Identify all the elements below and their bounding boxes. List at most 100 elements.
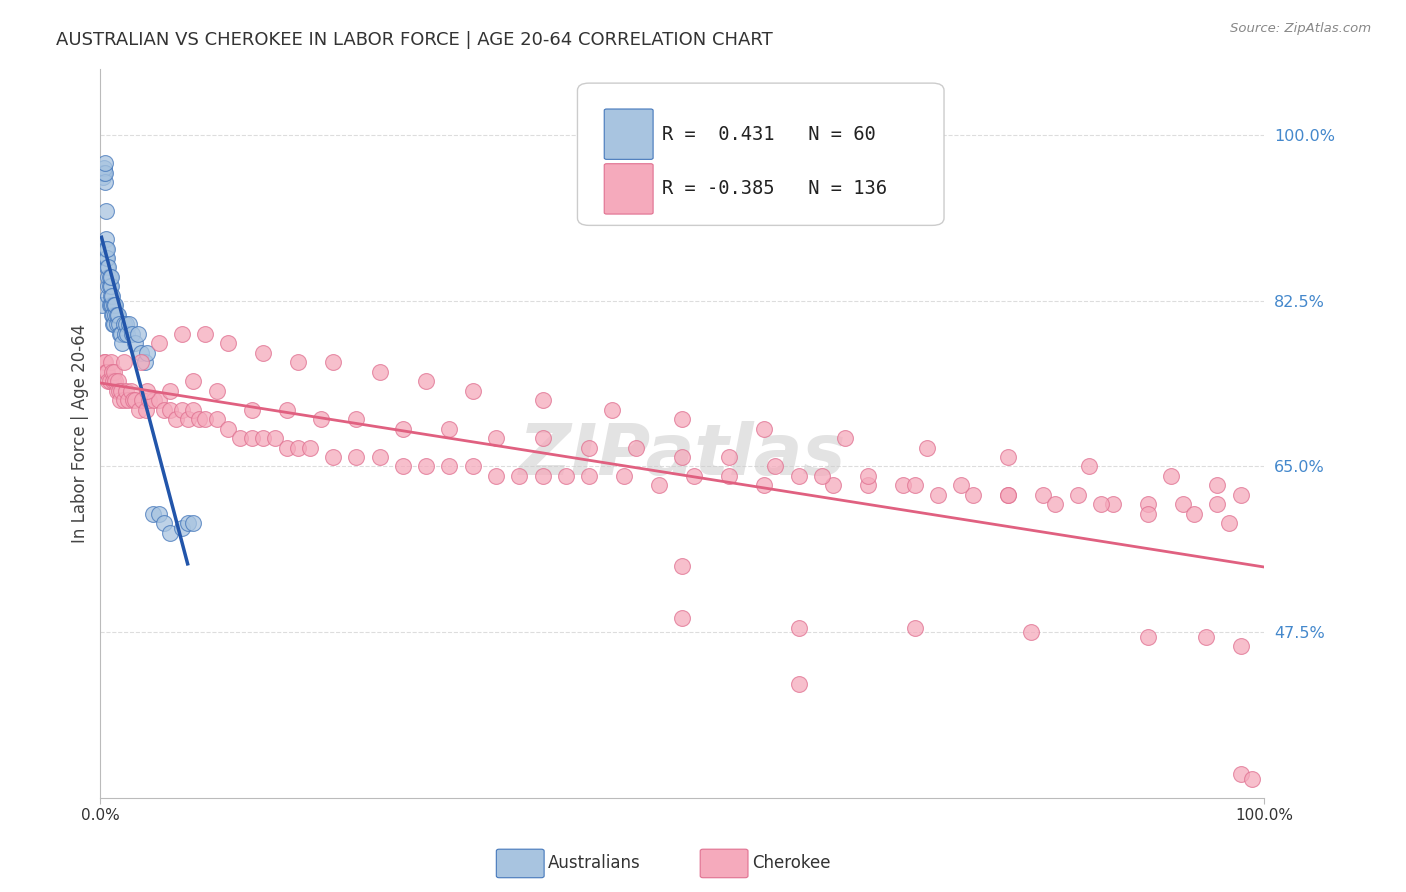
Point [1206, 497, 1229, 511]
Text: ZIPatlas: ZIPatlas [519, 421, 846, 490]
Text: Cherokee: Cherokee [752, 855, 831, 872]
Point [194, 412, 217, 426]
Point [148, 393, 170, 408]
Point [96, 203, 118, 218]
Point [811, 469, 834, 483]
Point [1032, 488, 1054, 502]
Point [117, 393, 139, 408]
Point [891, 478, 914, 492]
Point [98, 374, 121, 388]
Point [131, 393, 153, 408]
Point [94, 175, 117, 189]
Point [461, 384, 484, 398]
Y-axis label: In Labor Force | Age 20-64: In Labor Force | Age 20-64 [72, 324, 89, 543]
Point [1195, 630, 1218, 644]
FancyBboxPatch shape [578, 83, 943, 226]
Point [159, 402, 181, 417]
Point [648, 478, 671, 492]
Point [287, 355, 309, 369]
Point [205, 412, 228, 426]
Point [108, 384, 131, 398]
Point [101, 308, 124, 322]
Point [858, 478, 880, 492]
Point [205, 384, 228, 398]
Point [392, 459, 415, 474]
Point [787, 620, 810, 634]
Point [90, 298, 112, 312]
Point [1019, 625, 1042, 640]
FancyBboxPatch shape [605, 109, 654, 160]
Point [100, 355, 122, 369]
Point [531, 469, 554, 483]
Point [103, 365, 125, 379]
Point [1182, 507, 1205, 521]
Point [904, 620, 927, 634]
Point [96, 242, 118, 256]
Point [118, 318, 141, 332]
Point [111, 336, 134, 351]
Point [122, 393, 145, 408]
Point [138, 393, 160, 408]
Point [165, 412, 187, 426]
Point [94, 156, 117, 170]
Point [153, 402, 176, 417]
Text: R = -0.385   N = 136: R = -0.385 N = 136 [662, 179, 887, 198]
Point [97, 374, 120, 388]
Point [110, 384, 132, 398]
Point [107, 374, 129, 388]
Point [96, 260, 118, 275]
Point [104, 298, 127, 312]
Point [129, 345, 152, 359]
Point [108, 326, 131, 341]
Point [98, 269, 121, 284]
Point [1136, 507, 1159, 521]
Point [787, 469, 810, 483]
Point [183, 402, 205, 417]
Point [93, 166, 115, 180]
Point [101, 308, 124, 322]
Point [134, 355, 156, 369]
Point [183, 516, 205, 531]
Point [96, 251, 118, 265]
Point [94, 166, 117, 180]
Point [112, 355, 135, 369]
Point [554, 469, 576, 483]
Point [508, 469, 530, 483]
Point [613, 469, 636, 483]
Point [142, 507, 165, 521]
Point [159, 525, 181, 540]
Point [1229, 767, 1251, 781]
Point [176, 516, 198, 531]
Point [170, 521, 193, 535]
Point [392, 421, 415, 435]
Point [344, 412, 367, 426]
Point [834, 431, 856, 445]
Point [287, 441, 309, 455]
Point [103, 298, 125, 312]
Point [188, 412, 211, 426]
Point [100, 298, 122, 312]
Point [112, 393, 135, 408]
Point [96, 365, 118, 379]
Point [107, 308, 129, 322]
Point [96, 232, 118, 246]
Point [671, 558, 693, 573]
Point [135, 345, 157, 359]
Point [170, 326, 193, 341]
Point [112, 318, 135, 332]
Point [322, 450, 344, 464]
Point [148, 507, 170, 521]
Point [142, 393, 165, 408]
Point [103, 318, 125, 332]
Point [624, 441, 647, 455]
Point [439, 421, 461, 435]
Point [252, 431, 274, 445]
Point [752, 421, 775, 435]
Point [311, 412, 333, 426]
Point [217, 336, 239, 351]
Point [531, 393, 554, 408]
Point [115, 318, 138, 332]
Point [240, 431, 263, 445]
Point [97, 269, 120, 284]
Point [415, 374, 437, 388]
